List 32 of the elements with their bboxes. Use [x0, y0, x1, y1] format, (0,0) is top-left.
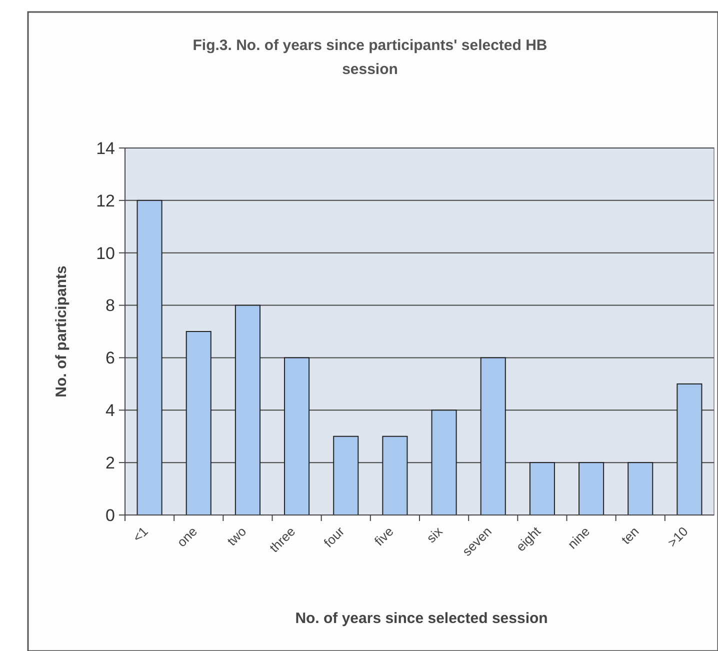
x-tick-label: five	[371, 524, 396, 549]
x-tick-label: nine	[564, 524, 593, 552]
bar	[529, 462, 555, 516]
y-tick-label: 10	[96, 244, 115, 263]
bar	[234, 304, 260, 516]
y-tick-label: 14	[96, 138, 115, 158]
y-tick-label: 0	[106, 506, 115, 525]
y-axis-title: No. of participants	[53, 266, 70, 398]
bar	[480, 357, 506, 516]
bar	[186, 331, 212, 516]
x-tick-label: <1	[130, 524, 151, 545]
bar	[431, 410, 457, 516]
bar	[333, 436, 359, 516]
y-tick-label: 6	[106, 348, 115, 368]
x-tick-label: four	[320, 523, 348, 550]
bar	[628, 462, 654, 516]
x-tick-label: two	[224, 524, 250, 549]
bar	[578, 462, 604, 516]
x-tick-label: one	[174, 524, 200, 550]
y-tick-label: 4	[106, 401, 115, 420]
x-tick-label: ten	[618, 524, 642, 548]
x-tick-label: >10	[664, 524, 691, 550]
bar	[136, 200, 162, 516]
bar	[676, 383, 702, 516]
x-tick-label: six	[424, 523, 446, 546]
y-tick-label: 8	[106, 296, 115, 316]
bar	[382, 436, 408, 516]
chart-title: Fig.3. No. of years since participants' selected HB session	[192, 37, 548, 78]
bar	[284, 357, 310, 516]
y-tick-label: 12	[96, 191, 115, 210]
y-tick-label: 2	[106, 454, 115, 473]
x-axis-title: No. of years since selected session	[295, 610, 548, 627]
